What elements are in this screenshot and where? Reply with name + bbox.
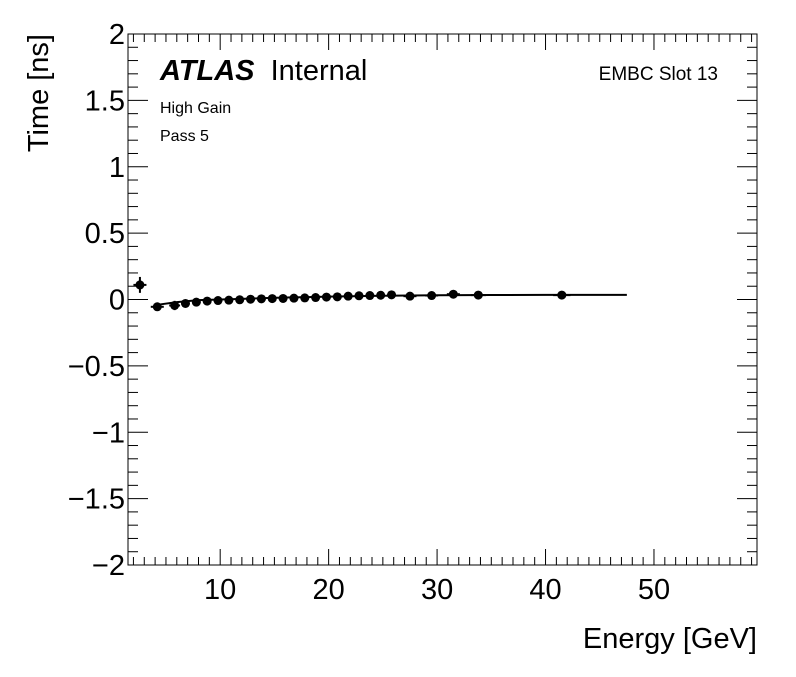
y-tick-label: 0.5 — [85, 218, 125, 250]
point-marker — [267, 294, 277, 304]
y-tick-label: −2 — [92, 550, 125, 582]
x-tick-label: 40 — [529, 574, 561, 606]
point-marker — [256, 294, 266, 304]
point-marker — [152, 302, 162, 312]
point-marker — [343, 291, 353, 301]
atlas-status: Internal — [271, 55, 368, 87]
x-tick-label: 10 — [204, 574, 236, 606]
point-marker — [224, 295, 234, 305]
data-point — [553, 290, 571, 300]
data-point — [180, 298, 190, 308]
point-marker — [557, 290, 567, 300]
data-point — [300, 293, 310, 303]
data-point — [246, 294, 256, 304]
data-point — [332, 292, 342, 302]
y-axis-label: Time [ns] — [23, 34, 55, 152]
data-point — [224, 295, 234, 305]
data-point — [133, 276, 147, 293]
atlas-label: ATLAS Internal — [159, 55, 367, 87]
point-marker — [191, 297, 201, 307]
data-point — [425, 291, 439, 301]
data-point — [289, 293, 299, 303]
point-marker — [235, 295, 245, 305]
x-axis-ticks: 10 20 30 40 50 — [132, 34, 753, 606]
point-marker — [365, 291, 375, 301]
atlas-brand: ATLAS — [159, 55, 255, 87]
data-point — [376, 290, 386, 300]
data-point — [470, 290, 486, 300]
point-marker — [473, 290, 483, 300]
point-marker — [170, 300, 180, 310]
y-tick-label: −0.5 — [68, 351, 125, 383]
y-tick-label: 2 — [109, 19, 125, 51]
data-point — [387, 290, 397, 300]
point-marker — [180, 298, 190, 308]
data-point — [267, 294, 277, 304]
data-point — [169, 300, 181, 311]
data-point — [202, 296, 212, 306]
point-marker — [321, 292, 331, 302]
data-point — [311, 293, 321, 303]
point-marker — [278, 293, 288, 303]
data-point — [354, 291, 364, 301]
point-marker — [376, 290, 386, 300]
point-marker — [135, 280, 145, 290]
data-point — [343, 291, 353, 301]
point-marker — [387, 290, 397, 300]
x-axis-label: Energy [GeV] — [583, 623, 757, 655]
gain-annotation: High Gain — [160, 100, 231, 117]
data-point — [150, 302, 164, 312]
y-axis-ticks: −2 −1.5 −1 −0.5 0 0.5 1 1.5 2 — [68, 19, 757, 582]
data-point — [446, 289, 460, 299]
y-tick-label: −1.5 — [68, 484, 125, 516]
point-marker — [246, 294, 256, 304]
point-marker — [311, 293, 321, 303]
data-points — [133, 276, 571, 312]
y-tick-label: 0 — [109, 285, 125, 317]
x-tick-label: 50 — [638, 574, 670, 606]
point-marker — [213, 296, 223, 306]
slot-annotation: EMBC Slot 13 — [599, 64, 718, 85]
x-tick-label: 30 — [421, 574, 453, 606]
y-tick-label: −1 — [92, 417, 125, 449]
data-point — [403, 291, 417, 301]
point-marker — [427, 291, 437, 301]
data-point — [256, 294, 266, 304]
data-point — [213, 296, 223, 306]
data-point — [278, 293, 288, 303]
point-marker — [300, 293, 310, 303]
data-point — [365, 291, 375, 301]
point-marker — [448, 289, 458, 299]
point-marker — [332, 292, 342, 302]
data-point — [321, 292, 331, 302]
point-marker — [289, 293, 299, 303]
point-marker — [405, 291, 415, 301]
y-tick-label: 1 — [109, 152, 125, 184]
point-marker — [202, 296, 212, 306]
y-tick-label: 1.5 — [85, 85, 125, 117]
data-point — [235, 295, 245, 305]
x-tick-label: 20 — [312, 574, 344, 606]
pass-annotation: Pass 5 — [160, 128, 209, 145]
point-marker — [354, 291, 364, 301]
data-point — [191, 297, 201, 307]
